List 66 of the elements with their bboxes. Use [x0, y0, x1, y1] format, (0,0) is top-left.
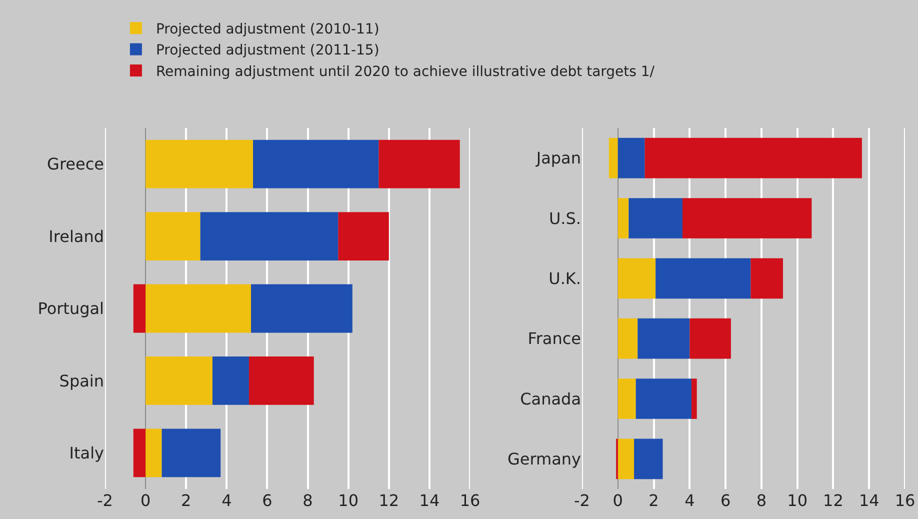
- bar: [248, 356, 314, 405]
- bar: [200, 212, 338, 260]
- bar: [618, 318, 638, 359]
- bar: [618, 138, 645, 178]
- bar: [618, 198, 629, 238]
- x-tick-label: 8: [756, 491, 767, 510]
- bar: [253, 140, 379, 188]
- x-tick-label: 14: [419, 491, 440, 510]
- y-tick-label: Germany: [507, 450, 581, 469]
- bar: [146, 284, 251, 333]
- bar: [750, 258, 783, 299]
- bar: [628, 198, 682, 238]
- y-tick-label: Ireland: [48, 226, 104, 246]
- x-tick-label: 10: [338, 491, 359, 510]
- bar: [251, 284, 352, 333]
- y-tick-label: Japan: [535, 148, 581, 168]
- bar: [378, 140, 460, 188]
- x-tick-label: 6: [262, 491, 272, 510]
- bar: [638, 318, 690, 359]
- x-tick-label: 2: [648, 491, 659, 510]
- x-tick-label: 16: [460, 491, 480, 510]
- bar: [618, 378, 636, 419]
- y-tick-label: Italy: [69, 444, 104, 462]
- x-tick-label: 4: [222, 491, 232, 510]
- x-tick-label: 2: [181, 491, 192, 510]
- bar: [691, 378, 697, 419]
- x-tick-label: 0: [612, 491, 623, 510]
- x-tick-label: 12: [823, 491, 844, 510]
- y-tick-label: U.K.: [548, 269, 581, 288]
- x-tick-label: 14: [858, 491, 880, 510]
- bar: [146, 356, 212, 405]
- bar: [690, 318, 731, 359]
- legend-label: Projected adjustment (2010-11): [156, 22, 380, 38]
- bar: [146, 428, 162, 478]
- bar: [162, 428, 221, 478]
- x-tick-label: 10: [787, 491, 808, 510]
- bar: [634, 438, 663, 480]
- y-tick-label: U.S.: [548, 208, 581, 228]
- bar: [146, 212, 200, 260]
- bar: [133, 284, 146, 333]
- x-tick-label: 6: [720, 491, 731, 510]
- legend-label: Remaining adjustment until 2020 to achieve illustrative debt targets 1/: [156, 64, 655, 80]
- bar: [608, 138, 618, 178]
- bar: [636, 378, 692, 419]
- x-tick-label: 8: [302, 491, 313, 510]
- x-tick-label: -2: [574, 491, 590, 510]
- x-tick-label: 16: [894, 491, 916, 510]
- legend-label: Projected adjustment (2011-15): [156, 42, 380, 59]
- bar: [644, 138, 862, 178]
- x-tick-label: 0: [140, 491, 151, 510]
- y-tick-label: Canada: [520, 389, 581, 408]
- y-tick-label: Spain: [59, 371, 104, 390]
- bar: [618, 438, 634, 480]
- y-tick-label: Greece: [47, 154, 104, 174]
- y-tick-label: France: [528, 329, 581, 348]
- bar: [146, 140, 254, 188]
- x-tick-label: -2: [97, 491, 113, 510]
- y-tick-label: Portugal: [38, 299, 104, 318]
- x-tick-label: 12: [378, 491, 400, 510]
- x-tick-label: 4: [684, 491, 695, 510]
- bar: [618, 258, 656, 299]
- bar: [338, 212, 389, 260]
- bar: [133, 428, 146, 478]
- bar: [656, 258, 751, 299]
- bar: [682, 198, 812, 238]
- bar: [212, 356, 249, 405]
